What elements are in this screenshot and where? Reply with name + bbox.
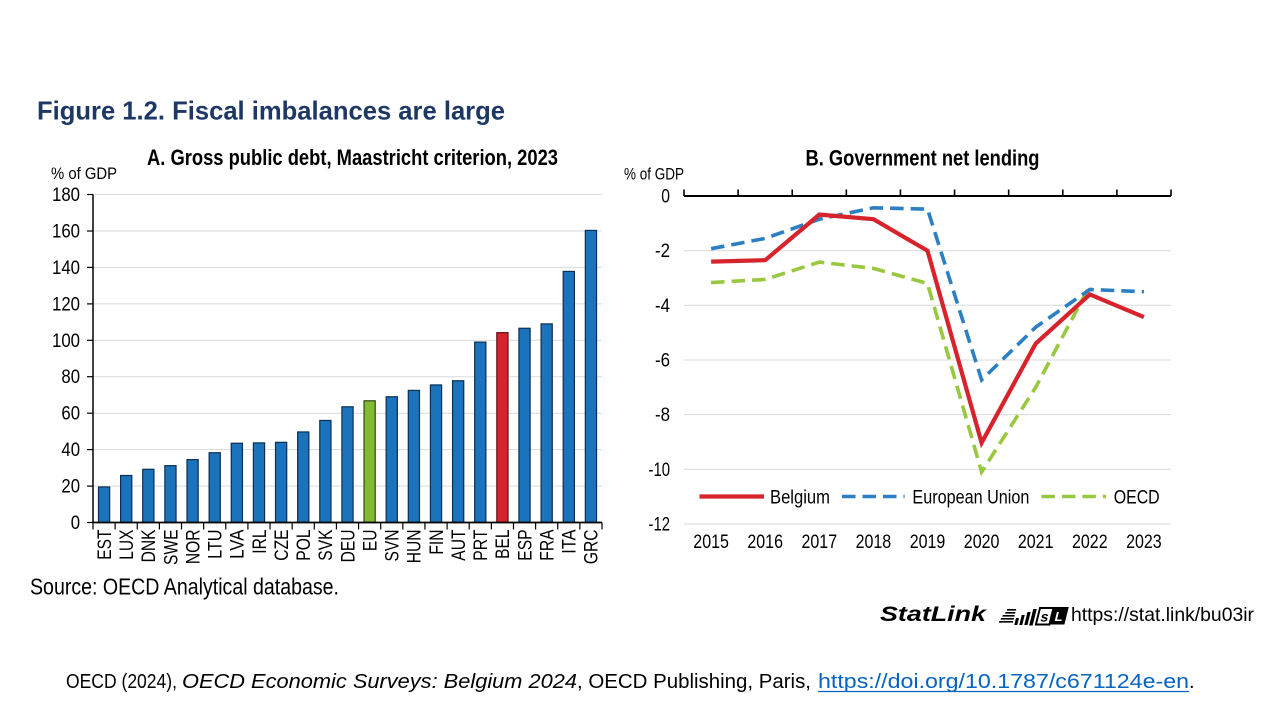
svg-text:2022: 2022 (1072, 532, 1108, 553)
svg-text:2015: 2015 (693, 532, 729, 553)
svg-text:180: 180 (52, 185, 80, 206)
svg-text:LTU: LTU (206, 530, 227, 559)
svg-text:A. Gross public debt, Maastric: A. Gross public debt, Maastricht criteri… (147, 145, 558, 170)
svg-text:ITA: ITA (560, 529, 581, 553)
svg-text:POL: POL (294, 530, 315, 561)
svg-text:NOR: NOR (183, 530, 204, 565)
svg-text:https://stat.link/bu03ir: https://stat.link/bu03ir (1071, 604, 1254, 626)
svg-text:2017: 2017 (802, 532, 838, 553)
svg-text:CZE: CZE (272, 530, 293, 561)
svg-text:% of GDP: % of GDP (51, 165, 117, 183)
svg-text:s: s (1039, 610, 1051, 626)
svg-text:-12: -12 (649, 515, 671, 536)
svg-text:-4: -4 (655, 296, 670, 317)
svg-text:ESP: ESP (515, 530, 536, 561)
svg-text:% of GDP: % of GDP (624, 166, 684, 184)
svg-text:IRL: IRL (250, 530, 271, 554)
svg-text:DEU: DEU (338, 530, 359, 563)
svg-text:AUT: AUT (449, 529, 470, 561)
svg-text:https://doi.org/10.1787/c67112: https://doi.org/10.1787/c671124e-en (818, 671, 1189, 693)
svg-text:HUN: HUN (405, 530, 426, 564)
svg-text:Source: OECD Analytical databa: Source: OECD Analytical database. (30, 574, 339, 600)
svg-text:60: 60 (61, 404, 80, 425)
svg-text:.: . (1189, 671, 1195, 693)
svg-text:LVA: LVA (228, 529, 249, 559)
svg-text:BEL: BEL (493, 530, 514, 559)
svg-text:DNK: DNK (139, 529, 160, 562)
svg-text:2021: 2021 (1018, 532, 1054, 553)
svg-text:Figure 1.2. Fiscal imbalances: Figure 1.2. Fiscal imbalances are large (37, 96, 505, 126)
svg-text:2016: 2016 (747, 532, 783, 553)
svg-text:2023: 2023 (1126, 532, 1162, 553)
svg-text:2019: 2019 (910, 532, 946, 553)
svg-text:SWE: SWE (161, 530, 182, 566)
svg-text:OECD (2024),: OECD (2024), (66, 671, 177, 693)
svg-text:-6: -6 (655, 351, 670, 372)
svg-text:100: 100 (52, 331, 80, 352)
svg-text:EST: EST (95, 529, 116, 560)
svg-text:40: 40 (61, 440, 80, 461)
svg-text:0: 0 (71, 513, 80, 534)
svg-text:GRC: GRC (582, 530, 603, 565)
svg-text:120: 120 (52, 294, 80, 315)
svg-text:B. Government net lending: B. Government net lending (806, 145, 1040, 170)
svg-text:EU: EU (360, 530, 381, 552)
svg-text:StatLink: StatLink (880, 603, 988, 626)
svg-text:European Union: European Union (912, 488, 1029, 509)
svg-text:140: 140 (52, 258, 80, 279)
svg-text:Belgium: Belgium (770, 488, 830, 509)
svg-text:PRT: PRT (471, 529, 492, 561)
svg-text:FIN: FIN (427, 530, 448, 555)
svg-text:20: 20 (61, 477, 80, 498)
svg-text:2018: 2018 (856, 532, 892, 553)
svg-text:-10: -10 (649, 460, 671, 481)
svg-text:L: L (1053, 609, 1065, 624)
svg-text:SVN: SVN (383, 530, 404, 562)
svg-text:SVK: SVK (316, 529, 337, 560)
svg-text:OECD: OECD (1114, 488, 1160, 509)
svg-text:OECD Economic Surveys: Belgium: OECD Economic Surveys: Belgium 2024 (182, 671, 577, 693)
svg-text:, OECD Publishing, Paris,: , OECD Publishing, Paris, (577, 671, 811, 693)
svg-text:-8: -8 (655, 405, 670, 426)
svg-text:FRA: FRA (537, 529, 558, 560)
svg-text:-2: -2 (655, 241, 670, 262)
svg-text:LUX: LUX (117, 529, 138, 560)
svg-text:80: 80 (61, 367, 80, 388)
svg-text:0: 0 (661, 187, 670, 208)
svg-text:2020: 2020 (964, 532, 1000, 553)
svg-text:160: 160 (52, 222, 80, 243)
